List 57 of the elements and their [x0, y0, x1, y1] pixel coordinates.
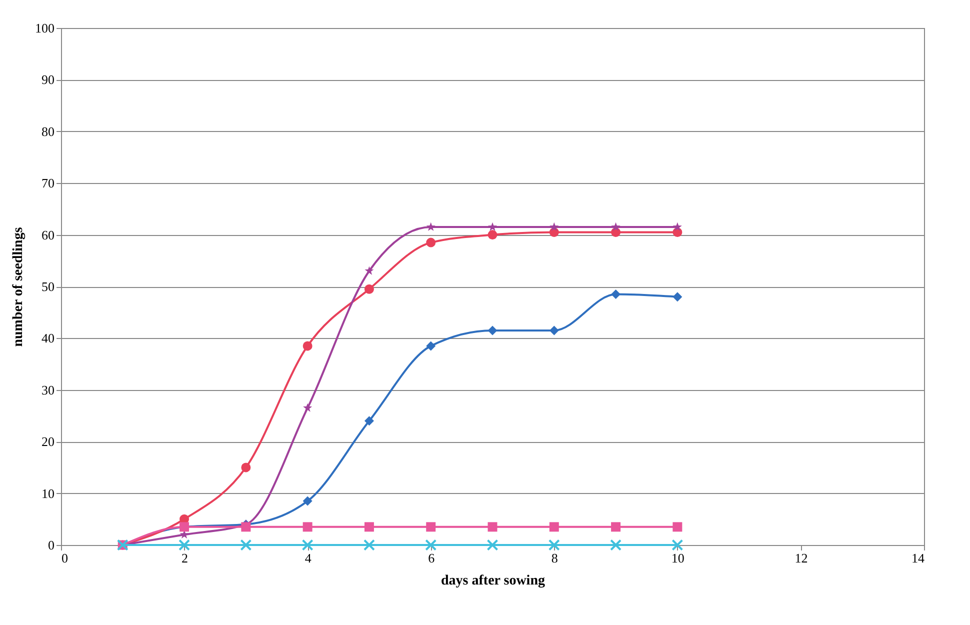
x-tick-label: 4: [304, 550, 312, 566]
point: [488, 222, 498, 231]
point: [486, 539, 498, 551]
point: [364, 522, 374, 532]
point: [241, 462, 251, 472]
point: [364, 266, 374, 275]
x-axis-title: days after sowing: [441, 574, 545, 588]
point: [240, 539, 252, 551]
y-tick-label: 70: [42, 176, 54, 191]
point: [672, 522, 682, 532]
point: [178, 539, 190, 551]
x-tick-label: 12: [794, 550, 808, 566]
point: [488, 230, 498, 240]
x-tick-label: 8: [551, 550, 558, 566]
point: [611, 522, 621, 532]
point: [426, 222, 436, 231]
point: [302, 341, 312, 351]
point: [241, 522, 251, 532]
y-tick-label: 60: [42, 227, 54, 242]
point: [426, 522, 436, 532]
point: [426, 238, 436, 248]
point: [302, 496, 312, 506]
point: [364, 416, 374, 426]
point: [302, 522, 312, 532]
y-tick-label: 20: [42, 434, 54, 450]
point: [425, 539, 437, 551]
point: [426, 341, 436, 351]
y-tick-label: 80: [42, 124, 54, 139]
point: [302, 539, 314, 551]
point: [610, 539, 622, 551]
point: [488, 326, 498, 336]
y-tick-label: 90: [42, 72, 54, 88]
y-tick-label: 100: [35, 20, 54, 36]
y-tick-label: 40: [42, 330, 54, 346]
y-tick-label: 30: [42, 382, 54, 398]
y-tick-label: 50: [42, 279, 54, 294]
x-tick-label: 0: [62, 550, 68, 566]
y-tick-label: 10: [42, 486, 54, 501]
point: [548, 539, 560, 551]
x-tick-label: 10: [671, 550, 684, 566]
point: [550, 222, 559, 231]
x-tick-label: 2: [182, 550, 188, 566]
y-axis-title: number of seedlings: [11, 226, 26, 347]
x-tick-label: 14: [912, 550, 925, 566]
point: [672, 292, 682, 302]
y-tick-label: 0: [48, 538, 54, 552]
point: [672, 539, 684, 551]
x-tick-label: 6: [428, 550, 436, 566]
point: [611, 290, 621, 299]
point: [303, 403, 312, 412]
point: [549, 326, 559, 336]
point: [611, 222, 620, 231]
point: [672, 222, 682, 231]
point: [549, 522, 559, 532]
point: [363, 539, 375, 551]
point: [488, 522, 498, 532]
point: [364, 284, 374, 294]
